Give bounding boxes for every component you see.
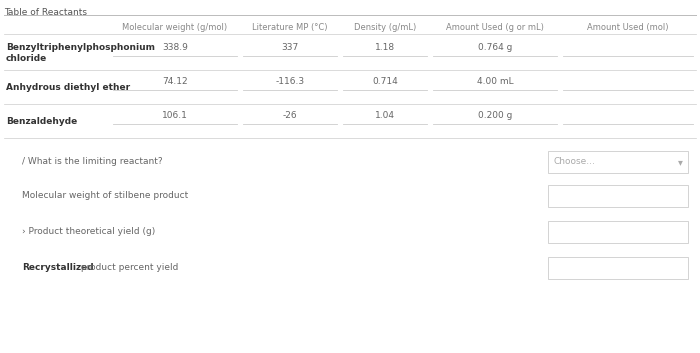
Text: Amount Used (mol): Amount Used (mol): [587, 23, 668, 32]
Text: 74.12: 74.12: [162, 77, 188, 86]
Text: Choose...: Choose...: [553, 157, 595, 167]
FancyBboxPatch shape: [548, 185, 688, 207]
FancyBboxPatch shape: [548, 151, 688, 173]
Text: 1.04: 1.04: [375, 111, 395, 120]
Text: -116.3: -116.3: [275, 77, 304, 86]
FancyBboxPatch shape: [548, 257, 688, 279]
FancyBboxPatch shape: [548, 221, 688, 243]
Text: Molecular weight (g/mol): Molecular weight (g/mol): [122, 23, 228, 32]
Text: 337: 337: [281, 43, 299, 52]
Text: Molecular weight of stilbene product: Molecular weight of stilbene product: [22, 191, 188, 201]
Text: Density (g/mL): Density (g/mL): [354, 23, 416, 32]
Text: Benzaldehyde: Benzaldehyde: [6, 116, 77, 126]
Text: Recrystallized: Recrystallized: [22, 263, 94, 273]
Text: ▾: ▾: [678, 157, 682, 167]
Text: Anhydrous diethyl ether: Anhydrous diethyl ether: [6, 83, 130, 91]
Text: 0.714: 0.714: [372, 77, 398, 86]
Text: Amount Used (g or mL): Amount Used (g or mL): [446, 23, 544, 32]
Text: -26: -26: [283, 111, 298, 120]
Text: Table of Reactants: Table of Reactants: [4, 8, 87, 17]
Text: 4.00 mL: 4.00 mL: [477, 77, 513, 86]
Text: / What is the limiting reactant?: / What is the limiting reactant?: [22, 157, 162, 167]
Text: 0.200 g: 0.200 g: [478, 111, 512, 120]
Text: 1.18: 1.18: [375, 43, 395, 52]
Text: product percent yield: product percent yield: [78, 263, 178, 273]
Text: › Product theoretical yield (g): › Product theoretical yield (g): [22, 227, 155, 237]
Text: 338.9: 338.9: [162, 43, 188, 52]
Text: Literature MP (°C): Literature MP (°C): [252, 23, 328, 32]
Text: 0.764 g: 0.764 g: [478, 43, 512, 52]
Text: Benzyltriphenylphosphonium
chloride: Benzyltriphenylphosphonium chloride: [6, 43, 155, 64]
Text: 106.1: 106.1: [162, 111, 188, 120]
